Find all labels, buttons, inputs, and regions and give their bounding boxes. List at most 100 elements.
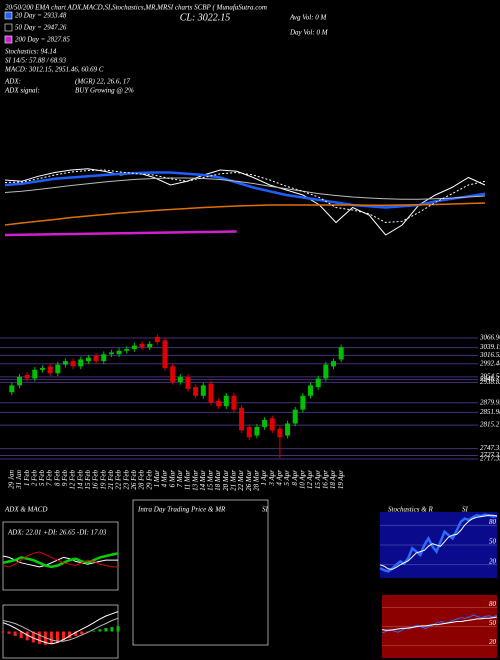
histogram-bar: [31, 631, 35, 643]
annotation: ADX signal:: [4, 87, 40, 95]
histogram-bar: [74, 631, 78, 636]
y-tick-label: 2938.82: [480, 378, 500, 386]
candle-body: [101, 354, 107, 362]
candle-body: [70, 361, 76, 367]
y-tick-label: 50: [489, 538, 497, 546]
histogram-bar: [49, 631, 53, 644]
x-tick-label: 29 Jan: [7, 470, 15, 489]
y-tick-label: 2727.33: [480, 451, 500, 459]
candle-body: [185, 376, 191, 389]
line-series: [2, 551, 118, 568]
x-tick-label: 21 Feb: [107, 470, 115, 490]
line-series: [4, 230, 237, 237]
y-tick-label: 2815.2: [480, 421, 500, 429]
y-tick-label: 50: [489, 619, 497, 627]
chart-title: CL: 3022.15: [180, 12, 231, 23]
x-tick-label: 7 Mar: [176, 470, 184, 488]
x-tick-label: 21 Mar: [230, 470, 238, 491]
candle-body: [315, 378, 321, 388]
candle-body: [254, 426, 260, 436]
histogram-bar: [25, 631, 29, 641]
x-tick-label: 31 Jan: [15, 470, 23, 490]
x-tick-label: 20 Mar: [222, 470, 230, 491]
line-series: [2, 617, 119, 642]
candle-body: [269, 418, 275, 431]
candle-body: [162, 340, 168, 369]
panel-subtitle: SI: [462, 506, 469, 514]
x-tick-label: 15 Apr: [314, 470, 322, 489]
candle-body: [108, 352, 114, 355]
candle-body: [170, 366, 176, 382]
x-tick-label: 12 Feb: [69, 470, 77, 490]
legend-swatch: [4, 23, 13, 32]
annotation: MACD: 3012.15, 2951.46, 60.69 C: [4, 66, 104, 74]
histogram-bar: [19, 631, 23, 639]
x-tick-label: 2 Feb: [30, 470, 38, 487]
annotation: Avg Vol: 0 M: [289, 14, 328, 22]
candle-body: [78, 359, 84, 367]
candle-body: [285, 423, 291, 436]
line-series: [4, 169, 486, 224]
y-tick-label: 2747.31: [480, 444, 500, 452]
x-tick-label: 10 Apr: [298, 470, 306, 489]
annotation: BUY Growing @ 2%: [75, 87, 134, 95]
candle-body: [131, 345, 137, 350]
y-tick-label: 20: [489, 557, 497, 565]
candle-body: [223, 395, 229, 407]
candle-body: [124, 349, 130, 351]
y-tick-label: 3016.52: [479, 351, 500, 359]
x-tick-label: 6 Mar: [168, 470, 176, 488]
candle-body: [216, 400, 222, 407]
candle-body: [16, 376, 22, 386]
candle-body: [55, 364, 61, 374]
candle-body: [177, 376, 183, 382]
x-tick-label: 28 Mar: [253, 470, 261, 491]
candle-body: [93, 355, 99, 362]
y-tick-label: 2954.57: [480, 372, 500, 380]
line-series: [2, 552, 119, 569]
candle-body: [139, 343, 145, 348]
x-tick-label: 4 Mar: [161, 470, 169, 488]
x-tick-label: 18 Mar: [214, 470, 222, 491]
legend-label: 50 Day = 2947.26: [15, 24, 67, 32]
y-tick-label: 2946.7: [480, 375, 500, 383]
x-tick-label: 12 Apr: [306, 470, 314, 489]
histogram-bar: [37, 631, 41, 644]
panel-title: ADX & MACD: [4, 506, 47, 514]
candle-body: [193, 387, 199, 396]
panel-title: Stochastics & R: [388, 506, 433, 514]
x-tick-label: 5 Feb: [38, 470, 46, 487]
candle-body: [323, 364, 329, 379]
x-tick-label: 28 Feb: [138, 470, 146, 490]
x-tick-label: 9 Feb: [61, 470, 69, 487]
histogram-bar: [116, 626, 120, 632]
x-tick-label: 8 Feb: [53, 470, 61, 487]
x-tick-label: 22 Feb: [115, 470, 123, 490]
line-series: [4, 168, 486, 236]
candle-body: [62, 361, 68, 365]
annotation: Day Vol: 0 M: [289, 29, 329, 37]
candle-body: [277, 428, 283, 438]
candle-body: [24, 375, 30, 379]
x-tick-label: 23 Feb: [122, 470, 130, 490]
histogram-bar: [68, 631, 72, 639]
x-tick-label: 16 Apr: [321, 470, 329, 489]
line-series: [379, 514, 498, 570]
panel-title: Intra Day Trading Price & MR: [137, 506, 226, 514]
histogram-bar: [80, 631, 84, 635]
y-tick-label: 3066.96: [479, 334, 500, 342]
x-tick-label: 1 Apr: [260, 470, 268, 486]
annotation: SI 14/5: 57.88 / 68.93: [5, 57, 67, 65]
candle-body: [39, 368, 45, 370]
candle-body: [116, 350, 122, 355]
x-tick-label: 14 Mar: [199, 470, 207, 491]
candle-body: [262, 420, 268, 427]
line-series: [4, 171, 486, 209]
x-tick-label: 26 Feb: [130, 470, 138, 490]
histogram-bar: [104, 627, 108, 632]
panel-background: [382, 595, 497, 658]
candle-body: [147, 343, 153, 348]
panel-subtitle: ADX: 22.01 +DI: 26.65 -DI: 17.03: [7, 529, 107, 537]
line-series: [379, 513, 498, 573]
